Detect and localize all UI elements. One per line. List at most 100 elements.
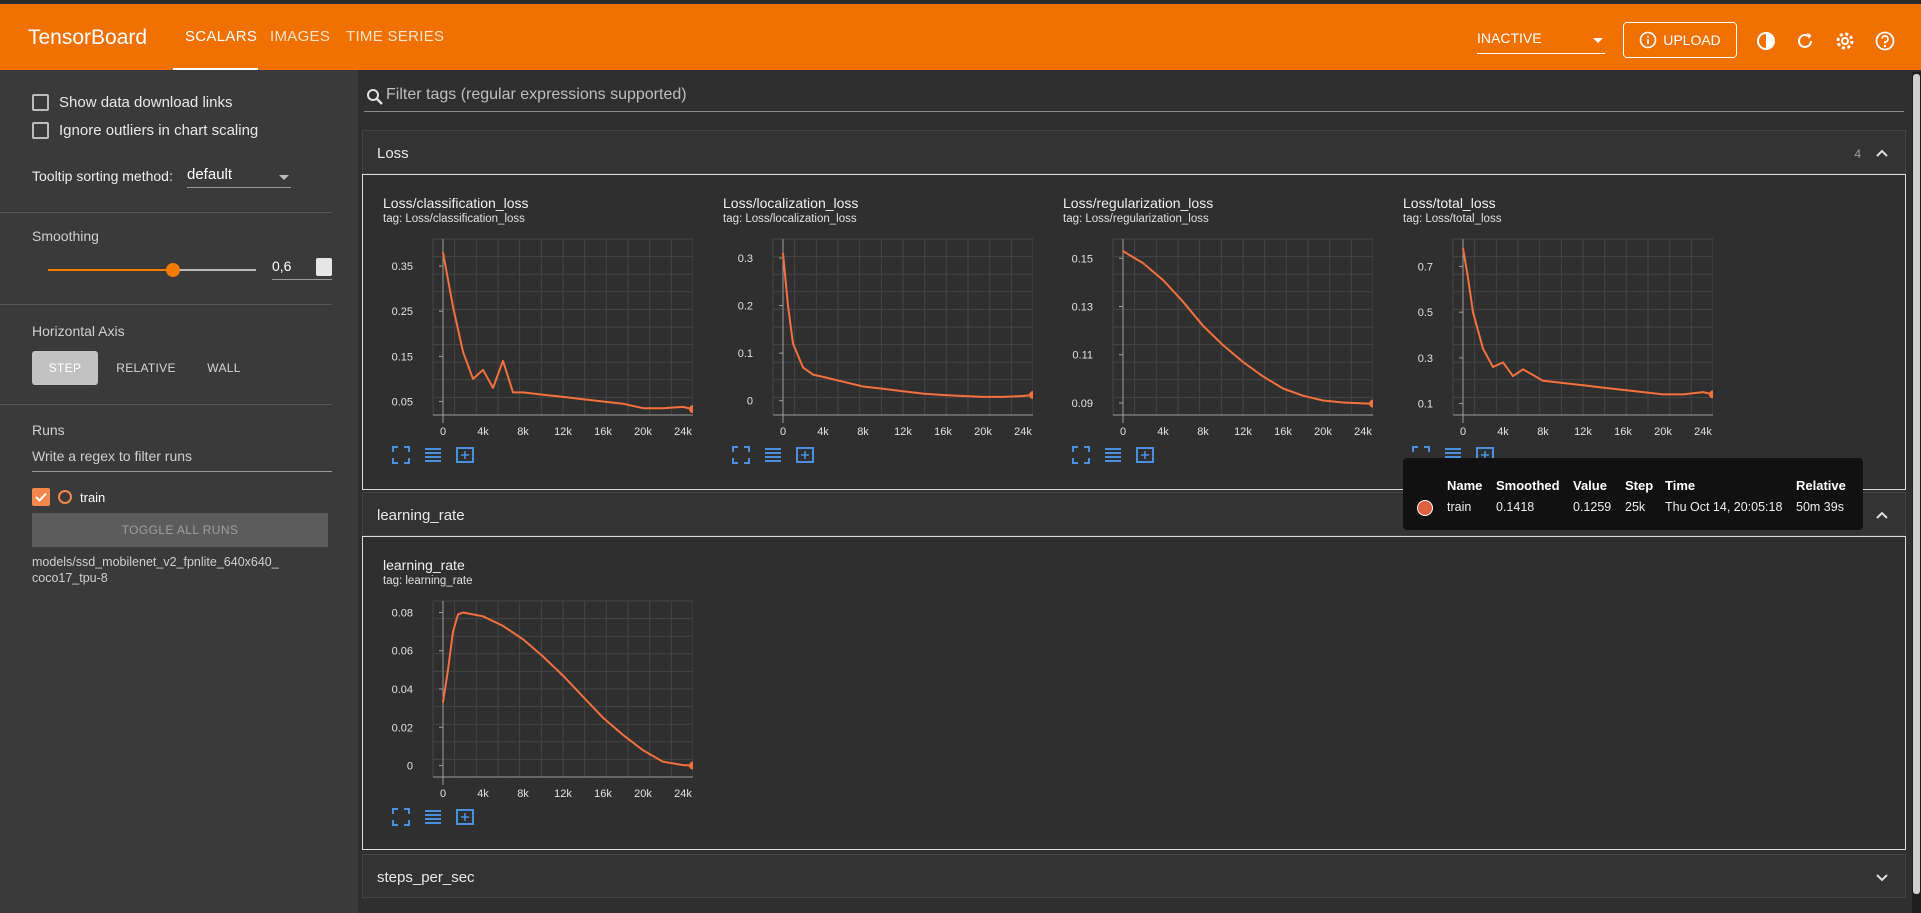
tooltip-value: 25k xyxy=(1625,500,1646,514)
data-point xyxy=(682,764,684,766)
spinner-icon[interactable] xyxy=(316,258,332,276)
data-point xyxy=(462,351,464,353)
y-tick-label: 0 xyxy=(407,761,413,773)
x-tick-label: 20k xyxy=(634,426,652,438)
axis-step-button[interactable]: STEP xyxy=(32,351,98,385)
x-tick-label: 0 xyxy=(440,788,446,800)
last-point-marker xyxy=(689,405,693,414)
tooltip-header: Time xyxy=(1665,478,1696,493)
group-loss-body: Loss/classification_loss tag: Loss/classi… xyxy=(362,174,1906,490)
chart-plot[interactable]: 0 4k 8k 12k 16k 20k 24k 0.09 0.11 0.13 0.15 xyxy=(1043,175,1373,445)
chart-plot[interactable]: 0 4k 8k 12k 16k 20k 24k 0.1 0.3 0.5 0.7 xyxy=(1383,175,1713,445)
chart-plot[interactable]: 0 4k 8k 12k 16k 20k 24k 0 0.02 0.04 0.06 0.08 xyxy=(363,537,693,807)
toggle-log-icon[interactable] xyxy=(763,445,783,465)
tooltip-header: Smoothed xyxy=(1496,478,1560,493)
fullscreen-icon[interactable] xyxy=(391,807,411,827)
data-point xyxy=(1242,361,1244,363)
run-color-swatch[interactable] xyxy=(58,490,72,504)
fullscreen-icon[interactable] xyxy=(731,445,751,465)
tab-images[interactable]: IMAGES xyxy=(270,28,331,45)
toggle-log-icon[interactable] xyxy=(1443,445,1463,465)
run-item-train[interactable]: train xyxy=(32,488,105,506)
data-point xyxy=(562,674,564,677)
fit-domain-icon[interactable] xyxy=(795,445,815,465)
series-line-train xyxy=(782,253,1033,398)
smoothing-input[interactable]: 0,6 xyxy=(272,258,332,280)
x-tick-label: 20k xyxy=(634,788,652,800)
series-line-train xyxy=(1122,250,1373,405)
run-checkbox[interactable] xyxy=(32,488,50,506)
data-point xyxy=(1662,393,1664,396)
chart-plot[interactable]: 0 4k 8k 12k 16k 20k 24k 0.05 0.15 0.25 0.35 xyxy=(363,175,693,445)
y-tick-label: 0.15 xyxy=(392,351,413,363)
gear-icon[interactable] xyxy=(1834,30,1856,52)
tooltip-value: Thu Oct 14, 20:05:18 xyxy=(1665,500,1783,514)
axis-relative-button[interactable]: RELATIVE xyxy=(116,361,176,375)
y-tick-label: 0.5 xyxy=(1418,307,1433,319)
fullscreen-icon[interactable] xyxy=(1411,445,1431,465)
data-point xyxy=(1262,375,1264,378)
plugin-selector[interactable]: INACTIVE xyxy=(1477,26,1605,54)
data-point xyxy=(482,369,484,371)
chevron-up-icon[interactable] xyxy=(1875,146,1889,160)
data-point xyxy=(962,395,964,397)
data-point xyxy=(662,760,664,763)
toggle-all-runs-button[interactable]: TOGGLE ALL RUNS xyxy=(32,513,328,547)
x-tick-label: 20k xyxy=(974,426,992,438)
data-point xyxy=(662,407,664,410)
tag-filter-input[interactable]: Filter tags (regular expressions support… xyxy=(364,86,1904,112)
group-loss-header[interactable]: Loss 4 xyxy=(362,130,1906,174)
data-point xyxy=(812,373,814,376)
chevron-up-icon[interactable] xyxy=(1875,508,1889,522)
runs-filter-input[interactable]: Write a regex to filter runs xyxy=(32,448,332,472)
data-point xyxy=(822,376,824,378)
data-point xyxy=(542,655,544,658)
theme-toggle-icon[interactable] xyxy=(1755,30,1777,52)
toggle-log-icon[interactable] xyxy=(423,807,443,827)
x-tick-label: 8k xyxy=(517,788,529,800)
tooltip-sorting-select[interactable]: default xyxy=(187,166,291,188)
data-point xyxy=(802,366,804,369)
chart-card: Loss/total_loss tag: Loss/total_loss 0 4k 8k… xyxy=(1383,175,1713,465)
data-point xyxy=(1512,375,1514,377)
ignore-outliers-checkbox[interactable]: Ignore outliers in chart scaling xyxy=(32,122,258,139)
fit-domain-icon[interactable] xyxy=(455,807,475,827)
show-download-links-checkbox[interactable]: Show data download links xyxy=(32,94,232,111)
tooltip-header: Value xyxy=(1573,478,1607,493)
group-steps-per-sec-header[interactable]: steps_per_sec xyxy=(362,854,1906,898)
smoothing-slider-thumb[interactable] xyxy=(166,263,180,277)
horizontal-axis-label: Horizontal Axis xyxy=(32,323,125,339)
toggle-log-icon[interactable] xyxy=(1103,445,1123,465)
checkbox-box[interactable] xyxy=(32,94,49,111)
fullscreen-icon[interactable] xyxy=(1071,445,1091,465)
divider xyxy=(0,304,332,305)
x-tick-label: 4k xyxy=(1157,426,1169,438)
fit-domain-icon[interactable] xyxy=(455,445,475,465)
group-learning-rate-body: learning_rate tag: learning_rate 0 4k 8k 12k 1… xyxy=(362,536,1906,850)
data-point xyxy=(602,716,604,719)
tab-scalars[interactable]: SCALARS xyxy=(185,28,258,45)
tab-time-series[interactable]: TIME SERIES xyxy=(346,28,445,45)
chart-title: learning_rate xyxy=(383,557,465,573)
plugin-selector-value: INACTIVE xyxy=(1477,30,1542,46)
data-point xyxy=(442,701,444,704)
toggle-log-icon[interactable] xyxy=(423,445,443,465)
upload-button[interactable]: UPLOAD xyxy=(1623,22,1737,58)
chart-card: Loss/regularization_loss tag: Loss/regula… xyxy=(1043,175,1373,465)
checkbox-box[interactable] xyxy=(32,122,49,139)
fit-domain-icon[interactable] xyxy=(1135,445,1155,465)
data-point xyxy=(1302,394,1304,397)
data-point xyxy=(522,391,524,394)
y-tick-label: 0.09 xyxy=(1072,398,1093,410)
help-icon[interactable] xyxy=(1874,30,1896,52)
scrollbar-thumb[interactable] xyxy=(1913,74,1920,894)
chart-plot[interactable]: 0 4k 8k 12k 16k 20k 24k 0 0.1 0.2 0.3 xyxy=(703,175,1033,445)
ignore-outliers-label: Ignore outliers in chart scaling xyxy=(59,122,259,139)
refresh-icon[interactable] xyxy=(1794,30,1816,52)
x-tick-label: 24k xyxy=(674,426,692,438)
chevron-down-icon[interactable] xyxy=(1875,870,1889,884)
chart-toolbar xyxy=(731,445,815,465)
fullscreen-icon[interactable] xyxy=(391,445,411,465)
y-tick-label: 0.3 xyxy=(1418,353,1433,365)
axis-wall-button[interactable]: WALL xyxy=(207,361,241,375)
